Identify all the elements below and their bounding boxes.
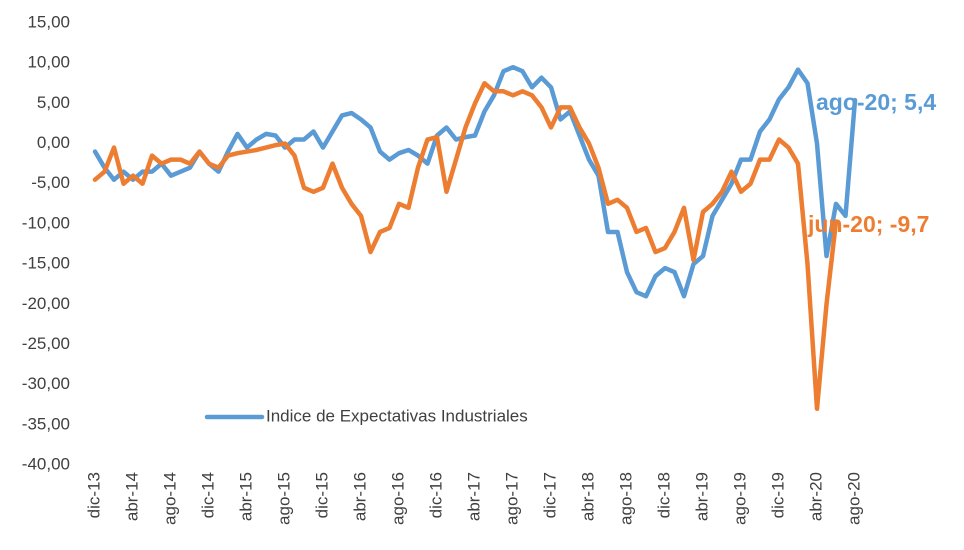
x-tick-label: ago-20 bbox=[844, 472, 863, 525]
x-tick-label: dic-18 bbox=[654, 472, 673, 518]
y-tick-label: -40,00 bbox=[22, 454, 70, 473]
y-tick-label: -20,00 bbox=[22, 294, 70, 313]
y-tick-label: 15,00 bbox=[27, 12, 70, 31]
x-tick-label: abr-20 bbox=[806, 472, 825, 521]
x-tick-label: abr-16 bbox=[350, 472, 369, 521]
annotation: jun-20; -9,7 bbox=[807, 211, 929, 237]
x-tick-label: abr-19 bbox=[692, 472, 711, 521]
x-tick-label: dic-13 bbox=[84, 472, 103, 518]
y-tick-label: -15,00 bbox=[22, 254, 70, 273]
x-tick-label: dic-14 bbox=[198, 472, 217, 518]
series-line bbox=[92, 81, 839, 411]
x-tick-label: ago-14 bbox=[160, 472, 179, 525]
x-tick-label: dic-17 bbox=[540, 472, 559, 518]
x-tick-label: abr-17 bbox=[464, 472, 483, 521]
x-tick-label: ago-19 bbox=[730, 472, 749, 525]
x-tick-label: ago-15 bbox=[274, 472, 293, 525]
x-tick-label: dic-16 bbox=[426, 472, 445, 518]
x-tick-label: ago-16 bbox=[388, 472, 407, 525]
y-tick-label: 10,00 bbox=[27, 53, 70, 72]
x-tick-label: abr-18 bbox=[578, 472, 597, 521]
x-tick-label: abr-14 bbox=[122, 472, 141, 521]
y-tick-label: -30,00 bbox=[22, 374, 70, 393]
x-tick-label: dic-19 bbox=[768, 472, 787, 518]
x-tick-label: dic-15 bbox=[312, 472, 331, 518]
y-tick-label: -10,00 bbox=[22, 213, 70, 232]
y-tick-label: -35,00 bbox=[22, 414, 70, 433]
x-tick-label: abr-15 bbox=[236, 472, 255, 521]
x-tick-label: ago-18 bbox=[616, 472, 635, 525]
x-tick-label: ago-17 bbox=[502, 472, 521, 525]
y-tick-label: -5,00 bbox=[31, 173, 70, 192]
y-tick-label: -25,00 bbox=[22, 334, 70, 353]
y-tick-label: 0,00 bbox=[37, 133, 70, 152]
annotation: ago-20; 5,4 bbox=[816, 89, 936, 115]
y-tick-label: 5,00 bbox=[37, 93, 70, 112]
legend-label: Indice de Expectativas Industriales bbox=[266, 406, 528, 425]
